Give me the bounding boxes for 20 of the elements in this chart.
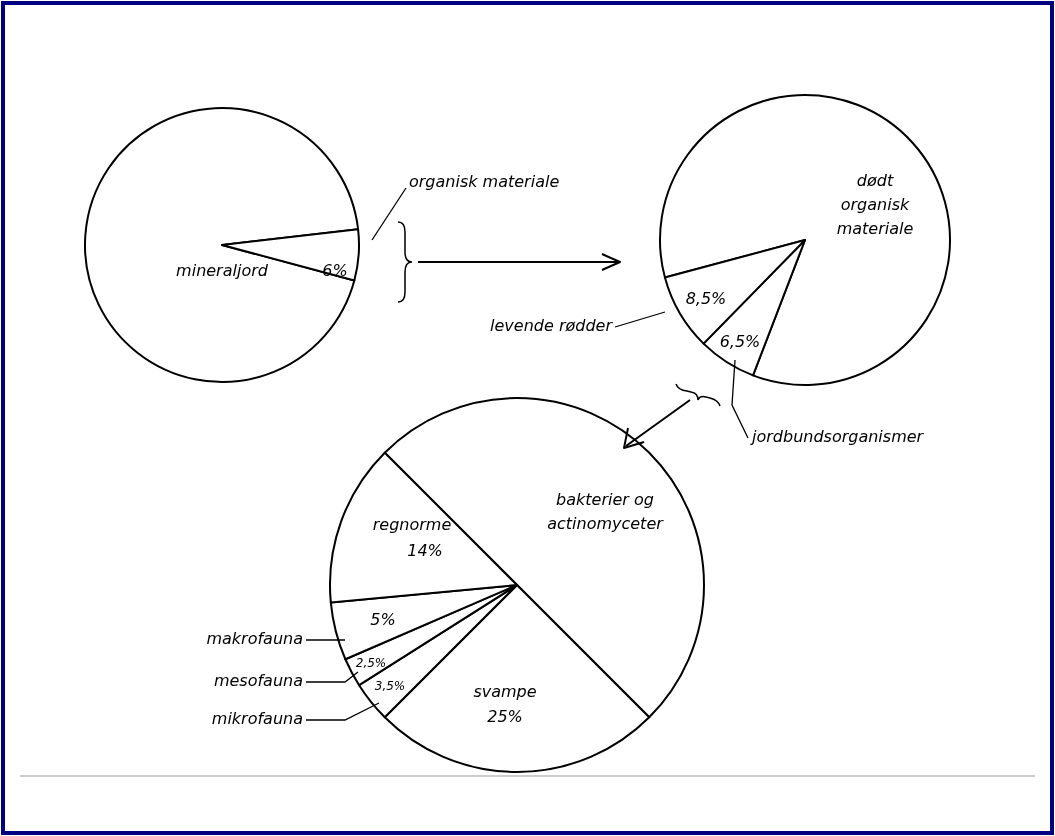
data-label: 25%	[487, 707, 523, 726]
slice-label: mesofauna	[213, 671, 303, 690]
data-label: 8,5%	[685, 289, 727, 308]
pie-slice	[659, 94, 951, 386]
slice-label: makrofauna	[206, 629, 303, 648]
data-label: 5%	[370, 610, 396, 629]
slice-label: levende rødder	[490, 316, 614, 335]
pie-slice	[84, 107, 360, 383]
data-label: 2,5%	[355, 656, 387, 670]
slice-label: organisk materiale	[409, 172, 560, 191]
slice-label: mineraljord	[176, 261, 269, 280]
data-label: 3,5%	[374, 679, 406, 693]
slice-label: svampe	[473, 682, 537, 701]
slice-label: bakterier og actinomyceter	[547, 490, 665, 533]
data-label: 14%	[407, 541, 443, 560]
slice-label: jordbundsorganismer	[750, 427, 925, 446]
slice-label: mikrofauna	[211, 709, 303, 728]
slice-label: regnorme	[372, 515, 452, 534]
data-label: 6,5%	[719, 332, 761, 351]
slice-label: dødt organisk materiale	[836, 171, 914, 238]
